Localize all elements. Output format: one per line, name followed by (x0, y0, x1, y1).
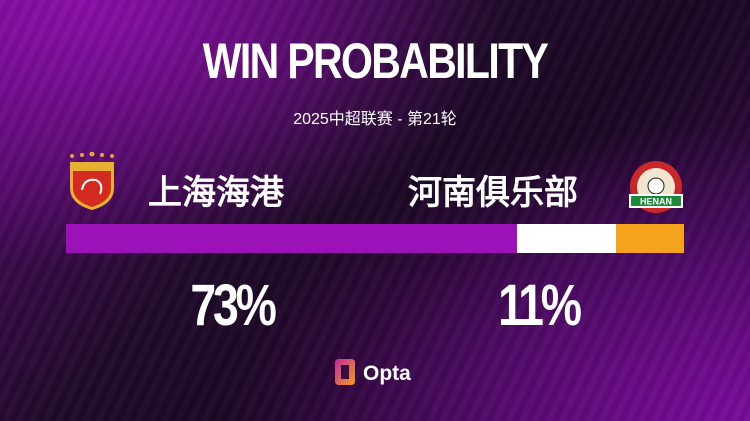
opta-logo-icon (335, 359, 355, 385)
away-win-pct: 11% (498, 273, 582, 338)
home-win-segment (66, 224, 518, 253)
opta-brand: Opta (363, 362, 411, 385)
away-win-segment (616, 224, 684, 253)
home-win-pct: 73% (190, 273, 276, 338)
home-team-name: 上海海港 (148, 174, 284, 212)
page-title: WIN PROBABILITY (202, 33, 549, 89)
away-team-name: 河南俱乐部 (408, 174, 578, 212)
henan-logo-icon: HENAN (629, 161, 683, 213)
draw-segment (517, 224, 616, 253)
henan-logo-text: HENAN (640, 197, 672, 207)
win-probability-bar (66, 224, 684, 253)
match-subtitle: 2025中超联赛 - 第21轮 (293, 111, 457, 128)
shanghai-port-logo-icon (70, 152, 114, 210)
